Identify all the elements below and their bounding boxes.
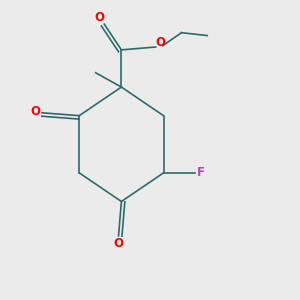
Text: O: O (155, 36, 165, 49)
Text: O: O (30, 105, 40, 118)
Text: F: F (197, 167, 205, 179)
Text: O: O (113, 237, 124, 250)
Text: O: O (94, 11, 104, 24)
